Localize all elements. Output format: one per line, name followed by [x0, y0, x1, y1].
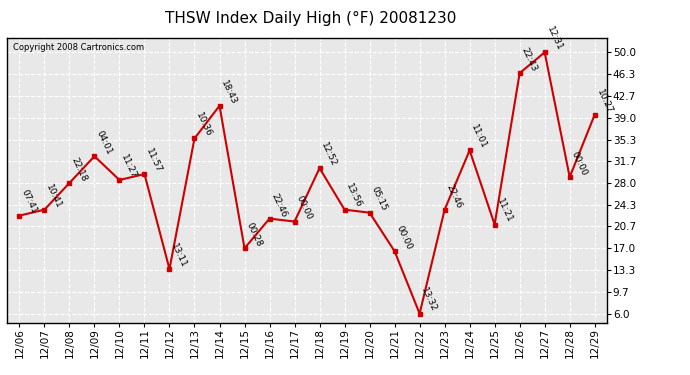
Text: 22:46: 22:46: [270, 192, 288, 219]
Text: 11:21: 11:21: [495, 197, 513, 225]
Text: 10:27: 10:27: [595, 87, 613, 115]
Text: 13:56: 13:56: [344, 182, 364, 210]
Text: 22:43: 22:43: [520, 46, 539, 73]
Text: 10:41: 10:41: [44, 183, 63, 210]
Text: 12:52: 12:52: [319, 141, 339, 168]
Text: 10:36: 10:36: [195, 111, 214, 138]
Text: 22:18: 22:18: [70, 156, 88, 183]
Text: 07:41: 07:41: [19, 189, 39, 216]
Text: 11:57: 11:57: [144, 147, 164, 174]
Text: 04:01: 04:01: [95, 129, 113, 156]
Text: 12:31: 12:31: [544, 25, 564, 52]
Text: 22:46: 22:46: [444, 183, 464, 210]
Text: THSW Index Daily High (°F) 20081230: THSW Index Daily High (°F) 20081230: [165, 11, 456, 26]
Text: 00:28: 00:28: [244, 221, 264, 248]
Text: 00:00: 00:00: [295, 194, 314, 222]
Text: Copyright 2008 Cartronics.com: Copyright 2008 Cartronics.com: [13, 43, 144, 52]
Text: 18:43: 18:43: [219, 79, 239, 106]
Text: 13:11: 13:11: [170, 242, 188, 269]
Text: 05:15: 05:15: [370, 185, 388, 213]
Text: 00:00: 00:00: [395, 224, 414, 251]
Text: 13:32: 13:32: [420, 286, 439, 314]
Text: 11:27: 11:27: [119, 153, 139, 180]
Text: 11:01: 11:01: [470, 123, 489, 150]
Text: 00:00: 00:00: [570, 150, 589, 177]
